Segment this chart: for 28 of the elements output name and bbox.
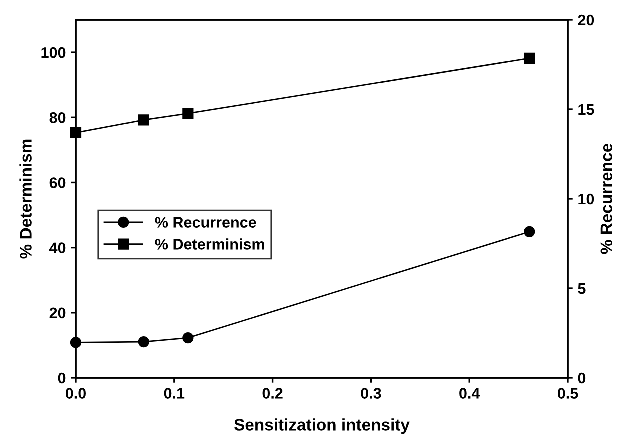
y-tick-label: 40 bbox=[50, 242, 66, 254]
y2-tick-label: 20 bbox=[578, 14, 594, 26]
y-tick-label: 100 bbox=[42, 47, 66, 58]
y2-tick-label: 0 bbox=[578, 372, 586, 384]
point bbox=[182, 332, 194, 344]
point bbox=[524, 52, 536, 64]
x-tick-label: 0.3 bbox=[361, 388, 382, 399]
point bbox=[138, 336, 150, 348]
y2-tick-label: 5 bbox=[578, 284, 586, 294]
point bbox=[524, 226, 536, 238]
y-tick-label: 0 bbox=[58, 372, 66, 384]
x-axis-title: Sensitization intensity bbox=[234, 418, 410, 434]
y2-axis-title: % Recurrence bbox=[600, 144, 613, 254]
y-tick-label: 80 bbox=[50, 112, 66, 124]
point bbox=[182, 108, 194, 120]
x-tick-label: 0.2 bbox=[262, 388, 283, 399]
y2-tick-label: 15 bbox=[578, 104, 594, 116]
x-tick-label: 0.1 bbox=[164, 388, 185, 399]
x-tick-label: 0.4 bbox=[460, 388, 480, 399]
y-tick-label: 60 bbox=[50, 178, 66, 188]
point bbox=[138, 114, 150, 126]
y-axis-title: % Determinism bbox=[20, 140, 32, 259]
legend-label: % Determinism bbox=[155, 238, 264, 250]
x-tick-label: 0.0 bbox=[66, 388, 86, 399]
legend-label: % Recurrence bbox=[155, 217, 256, 228]
x-tick-label: 0.5 bbox=[558, 388, 578, 399]
y-tick-label: 20 bbox=[50, 308, 66, 319]
y2-tick-label: 10 bbox=[578, 194, 594, 205]
